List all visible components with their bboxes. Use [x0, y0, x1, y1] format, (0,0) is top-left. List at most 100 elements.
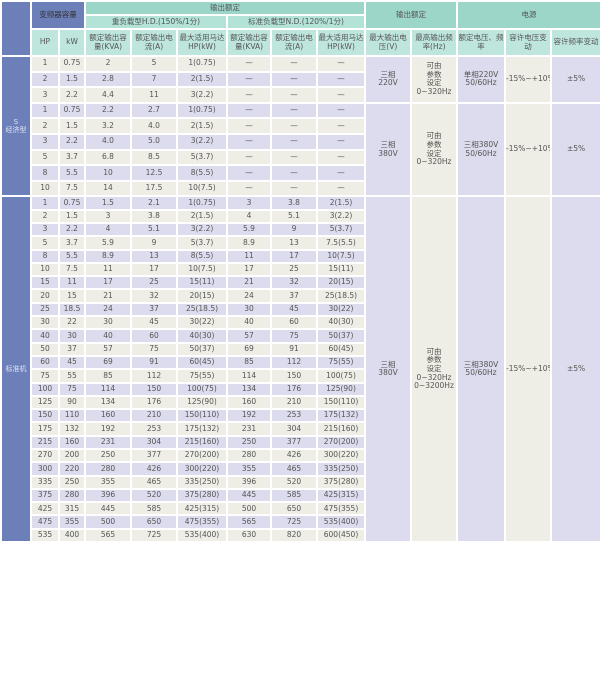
table-cell: 25(18.5): [315, 288, 367, 304]
table-cell: —: [270, 148, 318, 167]
table-cell: 5.9: [84, 235, 132, 251]
table-cell: —: [270, 164, 318, 182]
section-label: 标准机: [0, 195, 32, 544]
table-row: 175 132 192 253 175(132) 231 304 215(160): [1, 421, 600, 437]
table-cell: —: [315, 132, 367, 151]
table-cell: —: [315, 86, 367, 104]
table-cell: —: [226, 179, 272, 198]
table-cell: —: [315, 117, 367, 135]
table-row: 535 400 565 725 535(400) 630 820 600(450): [1, 527, 600, 544]
table-cell: 160: [58, 434, 86, 451]
table-row: S 经济型 1 0.75 2 5 1(0.75) — — — 三相 220V 可由 参数 设定 0~…: [0, 54, 600, 198]
table-cell: 20: [30, 288, 60, 304]
table-cell: 5(3.7): [176, 148, 228, 167]
table-cell: 125: [30, 394, 60, 411]
table-cell: 425: [30, 501, 60, 517]
table-cell: 210: [270, 394, 318, 411]
column-header: 额定输出容量(KVA): [226, 28, 272, 57]
table-cell: 355: [58, 514, 86, 530]
spec-freq: 可由 参数 设定 0~320Hz 0~3200Hz: [410, 195, 459, 544]
spec-table: 变频器容量 输出额定 输出额定 电源 重负载型H.D.(150%/1分) 标准负…: [0, 0, 600, 544]
table-cell: 0.75: [58, 55, 86, 73]
table-cell: 0.75: [58, 195, 86, 211]
table-cell: 270(200): [315, 434, 367, 451]
table-cell: 3: [226, 195, 272, 211]
table-cell: —: [315, 179, 367, 198]
table-cell: 5(3.7): [315, 221, 367, 238]
column-header: kW: [58, 28, 86, 57]
table-cell: 69: [226, 341, 272, 357]
table-row: 2 1.5 3 3.8 2(1.5) 4 5.1 3(2.2): [1, 208, 600, 224]
table-cell: 3: [30, 86, 60, 104]
table-cell: 10(7.5): [176, 179, 228, 198]
table-cell: 57: [84, 341, 132, 357]
spec-v-var: -15%~+10%: [504, 55, 553, 104]
table-row: 10 7.5 14 17.5 10(7.5) — — —: [1, 179, 600, 198]
table-cell: —: [226, 164, 272, 182]
table-cell: 3.7: [58, 148, 86, 167]
table-cell: 565: [226, 514, 272, 530]
table-cell: 21: [226, 275, 272, 291]
table-cell: 91: [130, 354, 178, 371]
corner-cell: [0, 0, 32, 57]
table-cell: 8(5.5): [176, 248, 228, 264]
power-header: 电源: [456, 0, 600, 30]
table-cell: 2.2: [58, 221, 86, 238]
table-cell: 280: [84, 461, 132, 477]
table-cell: 85: [84, 368, 132, 384]
table-cell: 4.0: [130, 117, 178, 135]
table-cell: —: [226, 117, 272, 135]
table-cell: 125(90): [176, 394, 228, 411]
table-cell: 520: [130, 487, 178, 504]
column-header: 容许电压变动: [504, 28, 553, 57]
table-cell: 231: [226, 421, 272, 437]
table-cell: 200: [58, 447, 86, 464]
table-cell: 396: [226, 474, 272, 490]
table-cell: 375: [30, 487, 60, 504]
table-row: 60 45 69 91 60(45) 85 112 75(55): [1, 354, 600, 371]
table-cell: 1.5: [58, 70, 86, 89]
table-cell: 253: [130, 421, 178, 437]
table-cell: 37: [270, 288, 318, 304]
table-cell: 50(37): [315, 328, 367, 344]
table-cell: 57: [226, 328, 272, 344]
table-row: 300 220 280 426 300(220) 355 465 335(250): [1, 461, 600, 477]
hd-header: 重负载型H.D.(150%/1分): [84, 14, 228, 30]
table-cell: 13: [130, 248, 178, 264]
table-cell: 85: [226, 354, 272, 371]
table-cell: 20(15): [315, 275, 367, 291]
table-cell: 50: [30, 341, 60, 357]
table-cell: 475(355): [315, 501, 367, 517]
table-cell: 820: [270, 527, 318, 544]
table-cell: 22: [58, 314, 86, 331]
table-cell: 5.5: [58, 248, 86, 264]
table-cell: 600(450): [315, 527, 367, 544]
table-cell: 55: [58, 368, 86, 384]
table-cell: 60: [30, 354, 60, 371]
table-cell: 175(132): [315, 408, 367, 424]
spec-v-var: -15%~+10%: [504, 101, 553, 198]
table-cell: —: [315, 55, 367, 73]
column-header: 额定输出电流(A): [130, 28, 178, 57]
table-row: 8 5.5 8.9 13 8(5.5) 11 17 10(7.5): [1, 248, 600, 264]
table-cell: 6.8: [84, 148, 132, 167]
table-cell: 8: [30, 164, 60, 182]
table-cell: 3(2.2): [176, 221, 228, 238]
table-cell: 40(30): [315, 314, 367, 331]
spec-v-var: -15%~+10%: [504, 195, 553, 544]
table-cell: 7.5(5.5): [315, 235, 367, 251]
table-cell: 7.5: [58, 261, 86, 278]
table-cell: 134: [84, 394, 132, 411]
table-cell: 426: [270, 447, 318, 464]
table-cell: 445: [84, 501, 132, 517]
table-row: 125 90 134 176 125(90) 160 210 150(110): [1, 394, 600, 411]
table-cell: 300(220): [315, 447, 367, 464]
table-cell: 150(110): [176, 408, 228, 424]
table-cell: 40: [226, 314, 272, 331]
table-cell: 25: [30, 301, 60, 318]
table-cell: 2.1: [130, 195, 178, 211]
output-rating-header-2: 输出额定: [364, 0, 459, 30]
table-cell: 14: [84, 179, 132, 198]
table-cell: 75: [270, 328, 318, 344]
table-cell: 30(22): [176, 314, 228, 331]
